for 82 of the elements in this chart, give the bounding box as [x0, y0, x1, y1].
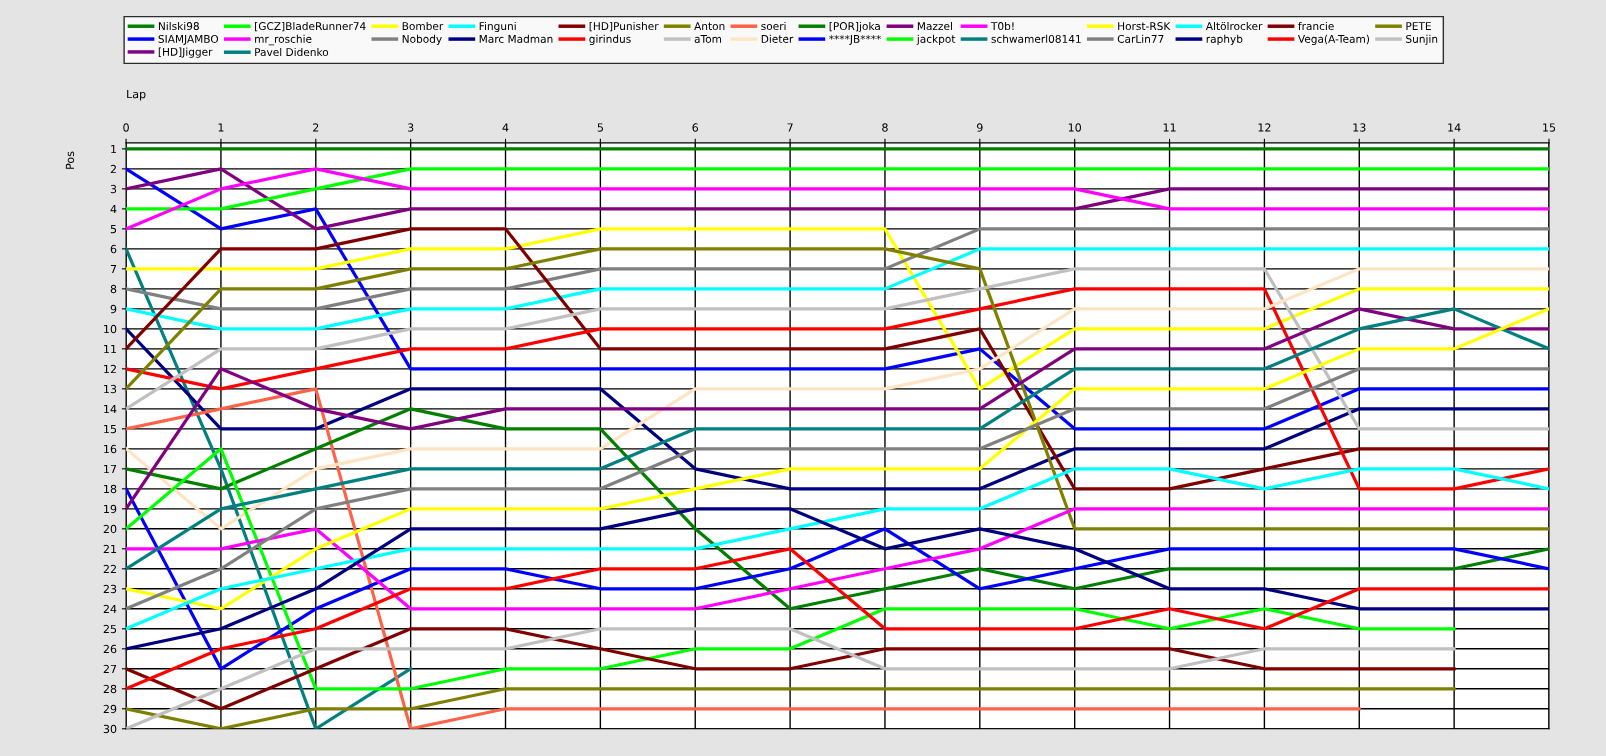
x-tick-label: 3 — [407, 123, 414, 132]
y-tick-label: 10 — [104, 324, 117, 334]
x-tick-label: 8 — [882, 123, 888, 132]
y-tick-label: 3 — [110, 184, 117, 194]
x-tick-label: 7 — [787, 123, 793, 132]
legend-label: T0b! — [990, 21, 1014, 31]
y-tick-label: 22 — [103, 564, 116, 574]
legend-label: [HD]Punisher — [589, 21, 659, 32]
y-tick-label: 7 — [110, 264, 117, 274]
legend-label: Horst-RSK — [1118, 22, 1171, 31]
y-tick-label: 28 — [103, 684, 117, 694]
legend-label: Vega(A-Team) — [1297, 34, 1370, 45]
x-tick-label: 13 — [1353, 123, 1366, 132]
x-axis-title: Lap — [127, 90, 146, 101]
legend-label: mr_roschie — [255, 34, 312, 46]
x-tick-label: 4 — [502, 123, 509, 132]
y-tick-label: 2 — [110, 164, 116, 174]
y-tick-label: 9 — [110, 304, 117, 314]
y-tick-label: 30 — [103, 724, 117, 734]
legend-label: [GCZ]BladeRunner74 — [255, 21, 366, 32]
legend-label: francie — [1298, 21, 1334, 31]
line-series — [126, 627, 1456, 711]
legend-label: Finguni — [479, 21, 516, 33]
legend-label: Pavel Didenko — [255, 47, 329, 57]
y-tick-label: 5 — [110, 224, 117, 234]
x-tick-label: 9 — [976, 123, 983, 132]
y-tick-label: 4 — [110, 204, 117, 214]
legend-label: Mazzel — [917, 21, 952, 31]
legend-label: Dieter — [761, 34, 794, 43]
y-tick-label: 20 — [103, 524, 117, 534]
y-tick-label: 18 — [104, 484, 117, 494]
x-tick-label: 1 — [218, 123, 224, 132]
legend-label: aTom — [694, 35, 722, 43]
x-tick-label: 10 — [1068, 123, 1082, 132]
line-series — [126, 627, 1456, 729]
legend-label: Marc Madman — [479, 34, 553, 43]
y-tick-label: 11 — [104, 344, 117, 354]
legend-label: raphyb — [1206, 34, 1243, 45]
legend-label: Nilski98 — [158, 21, 199, 31]
x-tick-label: 11 — [1163, 123, 1176, 132]
x-tick-label: 6 — [692, 123, 699, 132]
line-series — [126, 447, 1456, 691]
y-tick-label: 17 — [104, 464, 117, 474]
y-tick-label: 29 — [103, 704, 117, 714]
legend-label: soeri — [761, 21, 786, 31]
x-tick-label: 5 — [597, 123, 603, 132]
y-tick-label: 16 — [104, 444, 117, 454]
y-tick-label: 13 — [104, 384, 117, 394]
legend-label: schwamerl08141 — [991, 34, 1081, 43]
legend-label: PETE — [1406, 22, 1431, 30]
legend-label: Altölrocker — [1205, 21, 1263, 31]
y-tick-label: 21 — [103, 544, 117, 554]
line-series — [126, 387, 1361, 729]
y-tick-label: 14 — [104, 404, 117, 414]
x-tick-label: 0 — [123, 123, 129, 132]
legend-label: jackpot — [916, 34, 956, 45]
legend-label: Bomber — [402, 21, 444, 31]
y-tick-label: 12 — [104, 364, 116, 374]
legend-label: ****JB**** — [829, 34, 882, 45]
y-tick-label: 27 — [103, 664, 117, 674]
x-tick-label: 14 — [1448, 123, 1461, 132]
legend-label: [HD]Jigger — [158, 47, 213, 58]
y-tick-label: 8 — [110, 284, 117, 294]
legend-label: Nobody — [402, 34, 442, 45]
y-tick-label: 24 — [103, 604, 117, 614]
legend-label: girindus — [589, 34, 631, 45]
y-tick-label: 19 — [104, 504, 117, 514]
y-tick-label: 15 — [104, 424, 117, 434]
y-tick-label: 23 — [103, 584, 117, 594]
legend-label: Anton — [694, 22, 725, 31]
legend-label: [POR]joka — [829, 21, 880, 33]
x-tick-label: 12 — [1258, 123, 1271, 132]
y-tick-label: 1 — [111, 145, 117, 154]
legend-label: Sunjin — [1406, 34, 1438, 45]
y-tick-label: 25 — [103, 624, 117, 634]
legend-label: CarLin77 — [1117, 34, 1164, 43]
y-tick-label: 6 — [110, 244, 117, 254]
legend-label: SIAMJAMBO — [158, 34, 219, 45]
y-axis-title: Pos — [65, 151, 75, 169]
x-tick-label: 15 — [1543, 123, 1556, 132]
x-tick-label: 2 — [313, 123, 319, 132]
y-tick-label: 26 — [103, 644, 117, 654]
